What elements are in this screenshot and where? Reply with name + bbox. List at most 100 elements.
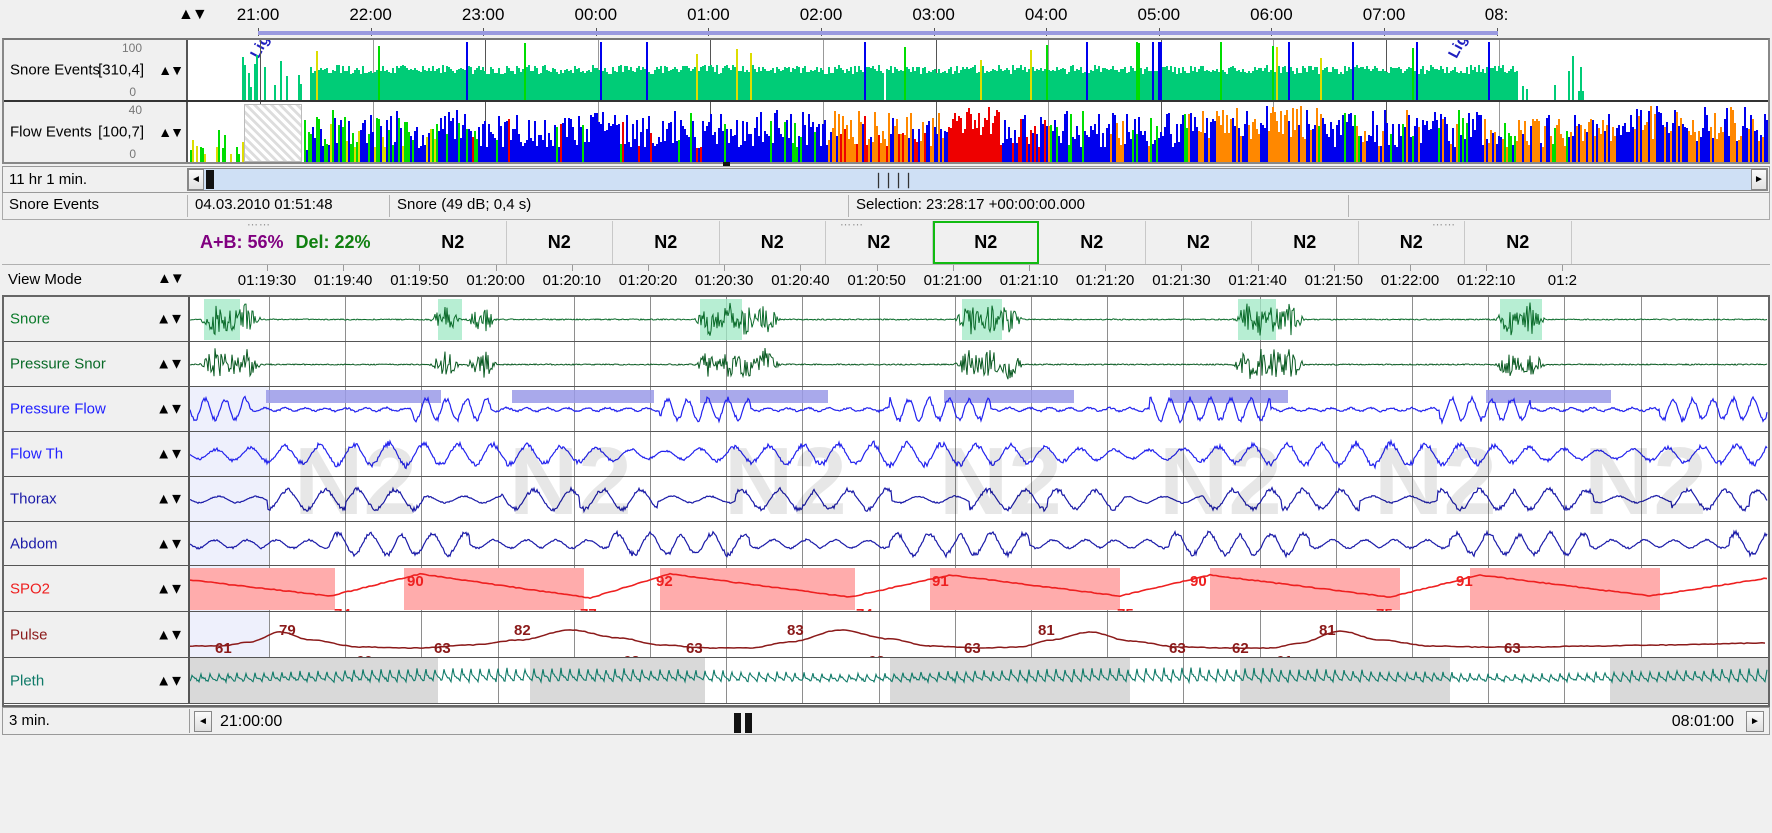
overview-flow-bar — [1724, 119, 1726, 162]
channel-updown-icon[interactable]: ▲▼ — [156, 490, 184, 508]
overview-snore-bar — [1036, 68, 1038, 100]
overview-time-ruler: ▲▼ 21:00 22:00 23:00 00:00 01:00 02:00 03:00 04… — [0, 0, 1772, 36]
overview-snore-bar — [560, 69, 562, 100]
overview-snore-bar — [378, 46, 380, 100]
overview-flow-bar — [1136, 134, 1138, 162]
channel-label-thorax[interactable]: Thorax ▲▼ — [4, 477, 190, 521]
stage-epoch-cell[interactable]: N2 — [507, 221, 613, 264]
overview-plot-flow-events[interactable] — [188, 102, 1768, 162]
overview-snore-bar — [612, 66, 614, 100]
channel-updown-icon[interactable]: ▲▼ — [156, 580, 184, 597]
desaturation-band — [660, 568, 855, 610]
stage-epoch-cell[interactable]: N2 — [1039, 221, 1146, 264]
channel-plot-spo2[interactable]: 74907792749175907591 — [190, 566, 1768, 611]
pulse-value-label: 63 — [964, 640, 981, 657]
overview-flow-bar — [1582, 141, 1584, 162]
channel-label-pulse[interactable]: Pulse ▲▼ — [4, 612, 190, 657]
bottom-scroll-left-icon[interactable]: ◄ — [194, 711, 212, 732]
overview-flow-bar — [1762, 136, 1764, 162]
channel-updown-icon[interactable]: ▲▼ — [156, 355, 184, 373]
scroll-left-icon[interactable]: ◄ — [188, 169, 204, 190]
stage-epoch-cell[interactable]: N2 — [1146, 221, 1252, 264]
channel-plot-snore[interactable] — [190, 297, 1768, 341]
overview-snore-bar — [894, 67, 896, 100]
stage-epoch-cell[interactable]: N2 — [932, 221, 1039, 264]
overview-snore-bar — [706, 70, 708, 100]
overview-snore-bar — [816, 66, 818, 100]
overview-flow-bar — [1384, 110, 1386, 162]
channel-updown-icon[interactable]: ▲▼ — [156, 626, 184, 643]
overview-snore-bar — [454, 72, 456, 100]
overview-flow-bar — [1094, 124, 1096, 162]
overview-flow-bar — [1584, 129, 1586, 162]
channel-label-abdom[interactable]: Abdom ▲▼ — [4, 522, 190, 565]
stage-epoch-cell[interactable]: N2 — [613, 221, 720, 264]
overview-flow-bar — [1446, 123, 1448, 162]
bottom-scroll-right-icon[interactable]: ► — [1746, 711, 1764, 732]
overview-flow-bar — [1700, 137, 1702, 162]
stage-epoch-cell[interactable]: N2 — [720, 221, 826, 264]
main-tick-mark — [1105, 265, 1107, 271]
overview-snore-bar — [630, 66, 632, 100]
bottom-nav-track[interactable]: ◄ 21:00:00 08:01:00 ► — [189, 709, 1768, 733]
overview-snore-updown-icon[interactable]: ▲▼ — [158, 62, 184, 78]
channel-label-flow-th[interactable]: Flow Th ▲▼ — [4, 432, 190, 476]
channel-label-pressure-snor[interactable]: Pressure Snor ▲▼ — [4, 342, 190, 386]
overview-snore-bar — [330, 72, 332, 100]
overview-label-flow-events[interactable]: 40 0 Flow Events [100,7] ▲▼ — [4, 102, 188, 162]
channel-label-pleth[interactable]: Pleth ▲▼ — [4, 658, 190, 703]
channel-plot-thorax[interactable] — [190, 477, 1768, 521]
overview-grid-line — [372, 40, 374, 100]
overview-updown-icon[interactable]: ▲▼ — [178, 6, 208, 23]
overview-snore-bar — [256, 54, 258, 100]
channel-updown-icon[interactable]: ▲▼ — [156, 400, 184, 418]
overview-label-snore-events[interactable]: 100 0 Snore Events [310,4] ▲▼ — [4, 40, 188, 100]
overview-snore-bar — [1348, 66, 1350, 100]
overview-scrollbar-track[interactable]: ◄ ▏▏▏▏ ► — [187, 168, 1768, 191]
channel-row-snore: Snore ▲▼ — [4, 297, 1768, 342]
overview-flow-bar — [978, 112, 980, 162]
overview-flow-bar — [1124, 143, 1126, 162]
channel-updown-icon[interactable]: ▲▼ — [156, 445, 184, 463]
position-marker-1[interactable] — [734, 713, 741, 733]
channel-plot-pressure-flow[interactable] — [190, 387, 1768, 431]
stage-epoch-cell[interactable]: N2 — [1465, 221, 1572, 264]
channel-label-pressure-flow[interactable]: Pressure Flow ▲▼ — [4, 387, 190, 431]
overview-snore-bar — [400, 65, 402, 100]
scrollbar-thumb[interactable] — [206, 170, 214, 189]
scrollbar-grip-icon[interactable]: ▏▏▏▏ — [878, 173, 918, 188]
overview-flow-bar — [1560, 134, 1562, 162]
overview-flow-bar — [1324, 123, 1326, 162]
channel-updown-icon[interactable]: ▲▼ — [156, 672, 184, 689]
channel-updown-icon[interactable]: ▲▼ — [156, 310, 184, 328]
overview-snore-bar — [700, 67, 702, 100]
bottom-position-markers[interactable] — [734, 713, 752, 733]
channel-plot-pleth[interactable] — [190, 658, 1768, 703]
channel-label-snore[interactable]: Snore ▲▼ — [4, 297, 190, 341]
channel-updown-icon[interactable]: ▲▼ — [156, 535, 184, 552]
channel-name: Abdom — [10, 535, 58, 552]
view-mode-updown-icon[interactable]: ▲▼ — [157, 270, 185, 287]
channel-plot-pulse[interactable]: 61796063826263836263816362618163 — [190, 612, 1768, 657]
overview-flow-bar — [1444, 117, 1446, 162]
channel-label-spo2[interactable]: SPO2 ▲▼ — [4, 566, 190, 611]
overview-flow-bar — [1092, 129, 1094, 162]
stage-epoch-cell[interactable]: N2 — [826, 221, 933, 264]
stage-epoch-cell[interactable]: N2 — [1359, 221, 1465, 264]
overview-snore-bar — [1062, 67, 1064, 100]
scrollbar-position-marker — [723, 162, 730, 166]
channel-plot-pressure-snor[interactable] — [190, 342, 1768, 386]
channel-plot-abdom[interactable] — [190, 522, 1768, 565]
overview-flow-bar — [642, 117, 644, 162]
scroll-right-icon[interactable]: ► — [1751, 169, 1767, 190]
overview-flow-bar — [984, 118, 986, 162]
overview-plot-snore-events[interactable]: Lights Off Lights On — [188, 40, 1768, 100]
stage-epoch-cell[interactable]: N2 — [1252, 221, 1359, 264]
overview-flow-bar — [1748, 128, 1750, 162]
overview-snore-bar — [930, 71, 932, 100]
channel-plot-flow-th[interactable] — [190, 432, 1768, 476]
overview-snore-bar — [904, 47, 906, 100]
position-marker-2[interactable] — [745, 713, 752, 733]
overview-flow-updown-icon[interactable]: ▲▼ — [158, 124, 184, 140]
stage-epoch-cell[interactable]: N2 — [400, 221, 507, 264]
